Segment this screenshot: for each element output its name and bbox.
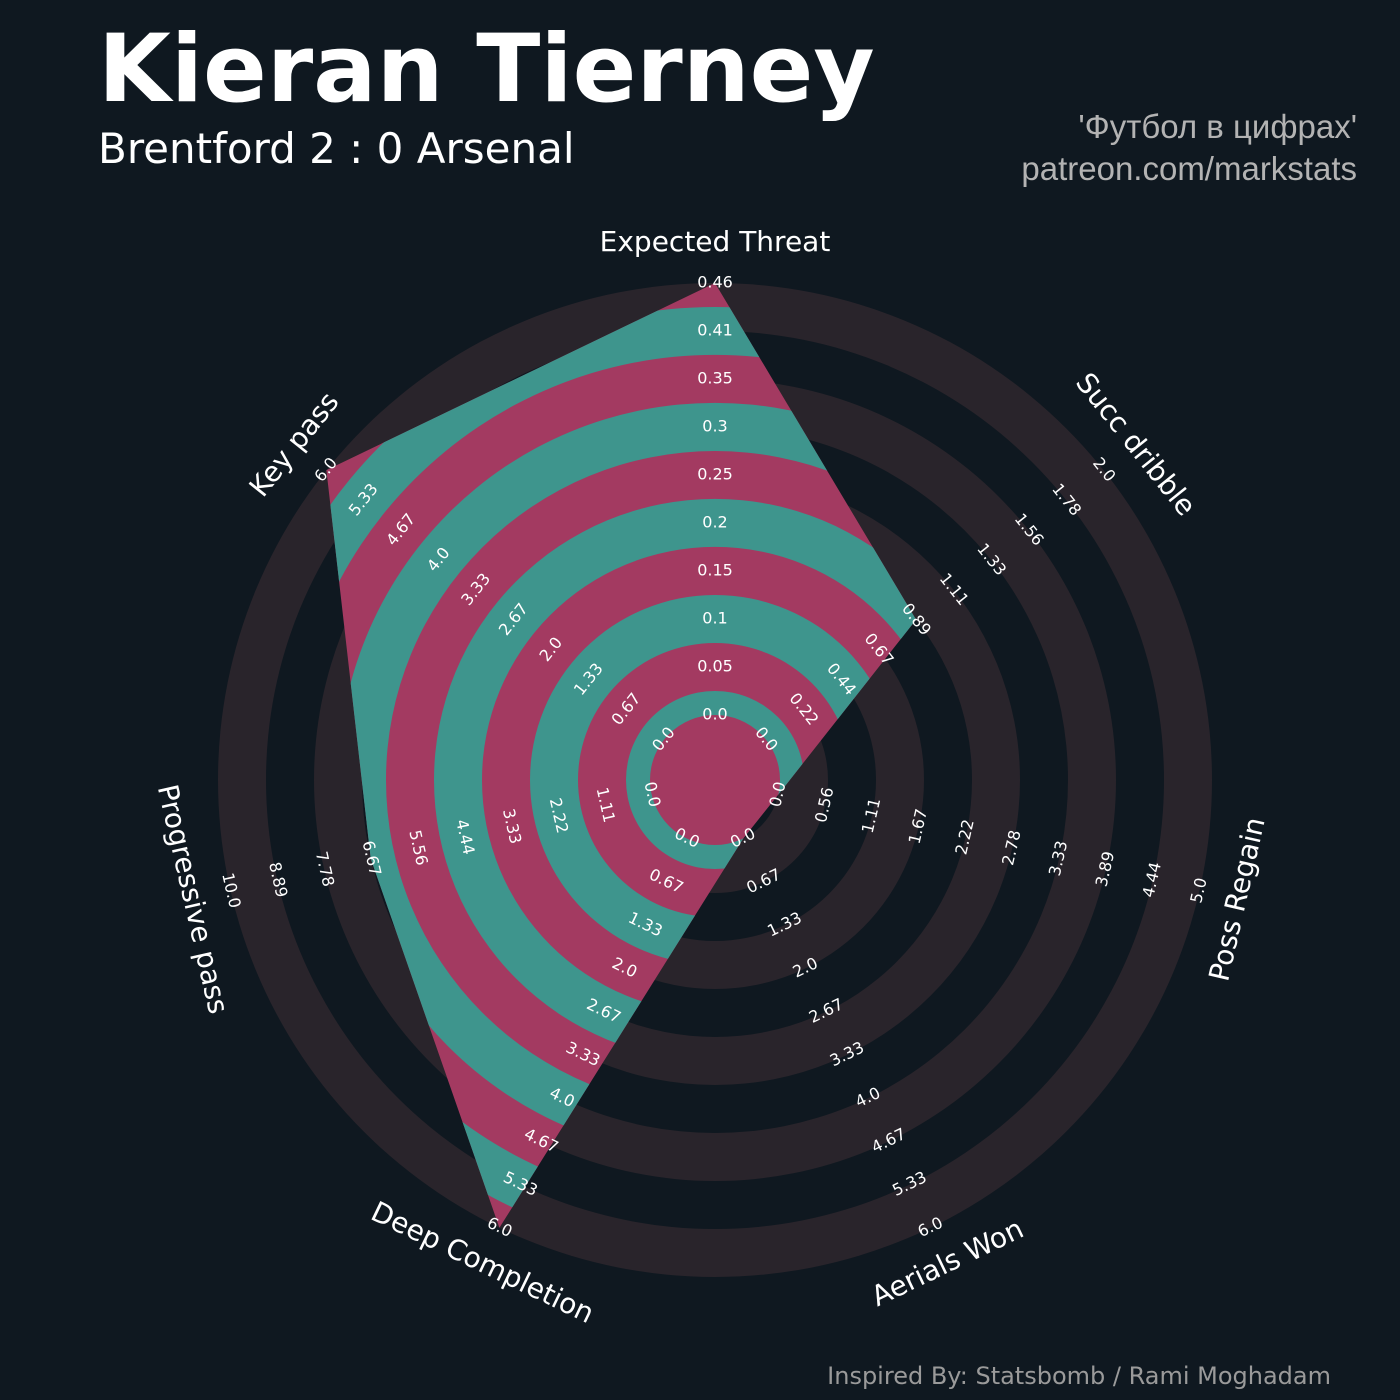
axis-label: Expected Threat	[600, 225, 831, 258]
credit-line-source: 'Футбол в цифрах'	[1078, 108, 1357, 145]
credit-line-link: patreon.com/markstats	[1021, 150, 1357, 187]
tick-label: 0.05	[697, 657, 733, 676]
tick-label: 0.46	[697, 273, 733, 292]
tick-label: 0.15	[697, 561, 733, 580]
tick-label: 0.3	[702, 417, 727, 436]
credit-block: 'Футбол в цифрах' patreon.com/markstats	[1021, 106, 1357, 190]
axis-label: Poss Regain	[1202, 814, 1271, 984]
value-polygon	[326, 283, 917, 1228]
footer-credit: Inspired By: Statsbomb / Rami Moghadam	[827, 1362, 1331, 1390]
tick-label: 0.25	[697, 465, 733, 484]
tick-label: 0.0	[702, 705, 727, 724]
tick-label: 0.35	[697, 369, 733, 388]
tick-label: 0.41	[697, 321, 733, 340]
match-subtitle: Brentford 2 : 0 Arsenal	[98, 124, 575, 173]
tick-label: 0.2	[702, 513, 727, 532]
page-title: Kieran Tierney	[98, 15, 875, 124]
tick-label: 0.1	[702, 609, 727, 628]
